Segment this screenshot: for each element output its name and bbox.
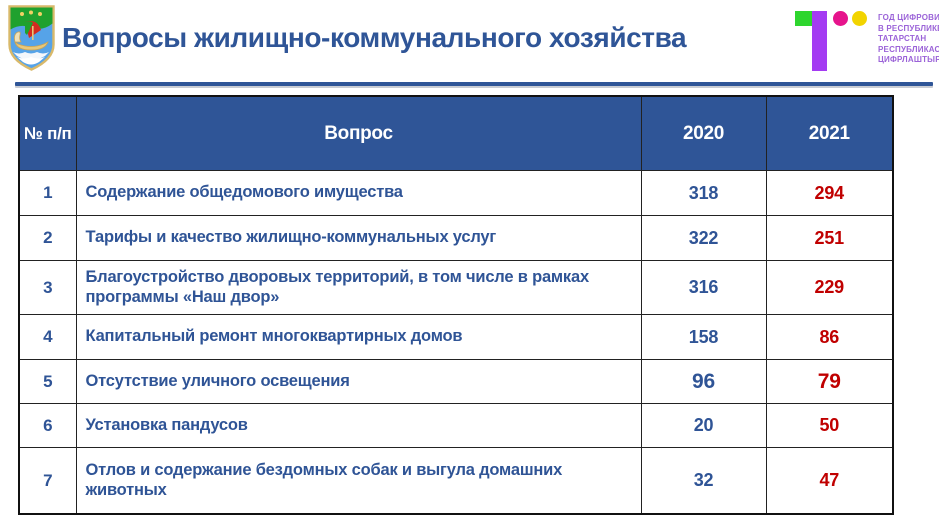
row-number-cell: 1 [18,170,77,216]
value-2020-cell: 96 [640,359,767,404]
value-2021-cell: 86 [765,314,894,360]
table-row: 1 Содержание общедомового имущества 318 … [18,170,894,216]
value-2020-cell: 32 [640,447,767,515]
questions-table-container: № п/п Вопрос 2020 2021 1 Содержание обще… [18,95,894,515]
table-row: 6 Установка пандусов 20 50 [18,403,894,448]
value-2020-cell: 158 [640,314,767,360]
table-header-row: № п/п Вопрос 2020 2021 [18,95,894,171]
row-number-cell: 3 [18,260,77,315]
row-number-cell: 6 [18,403,77,448]
value-2020-cell: 316 [640,260,767,315]
question-cell: Отлов и содержание бездомных собак и выг… [75,447,642,515]
digitalization-logo-text: ГОД ЦИФРОВИЗАЦИИ В РЕСПУБЛИКЕ ТАТАРСТАН … [878,13,939,64]
questions-table: № п/п Вопрос 2020 2021 1 Содержание обще… [18,95,894,515]
row-number-cell: 2 [18,215,77,261]
value-2021-cell: 47 [765,447,894,515]
digitalization-logo: ГОД ЦИФРОВИЗАЦИИ В РЕСПУБЛИКЕ ТАТАРСТАН … [793,8,939,74]
value-2020-cell: 322 [640,215,767,261]
row-number-cell: 5 [18,359,77,404]
value-2021-cell: 229 [765,260,894,315]
value-2021-cell: 50 [765,403,894,448]
column-header-2021: 2021 [765,95,894,171]
question-cell: Установка пандусов [75,403,642,448]
column-header-question: Вопрос [75,95,642,171]
header-divider-line [15,82,933,86]
row-number-cell: 4 [18,314,77,360]
question-cell: Тарифы и качество жилищно-коммунальных у… [75,215,642,261]
question-cell: Содержание общедомового имущества [75,170,642,216]
slide-header: Вопросы жилищно-коммунального хозяйства … [0,0,939,82]
page-title: Вопросы жилищно-коммунального хозяйства [62,22,687,53]
value-2021-cell: 294 [765,170,894,216]
value-2021-cell: 79 [765,359,894,404]
value-2021-cell: 251 [765,215,894,261]
value-2020-cell: 20 [640,403,767,448]
digitalization-year-t-logo-icon [793,8,867,72]
question-cell: Капитальный ремонт многоквартирных домов [75,314,642,360]
question-cell: Благоустройство дворовых территорий, в т… [75,260,642,315]
column-header-num: № п/п [18,95,77,171]
row-number-cell: 7 [18,447,77,515]
column-header-2020: 2020 [640,95,767,171]
table-row: 5 Отсутствие уличного освещения 96 79 [18,359,894,404]
city-emblem-icon [8,5,55,71]
value-2020-cell: 318 [640,170,767,216]
table-row: 4 Капитальный ремонт многоквартирных дом… [18,314,894,360]
table-row: 3 Благоустройство дворовых территорий, в… [18,260,894,315]
question-cell: Отсутствие уличного освещения [75,359,642,404]
table-row: 2 Тарифы и качество жилищно-коммунальных… [18,215,894,261]
table-row: 7 Отлов и содержание бездомных собак и в… [18,447,894,515]
